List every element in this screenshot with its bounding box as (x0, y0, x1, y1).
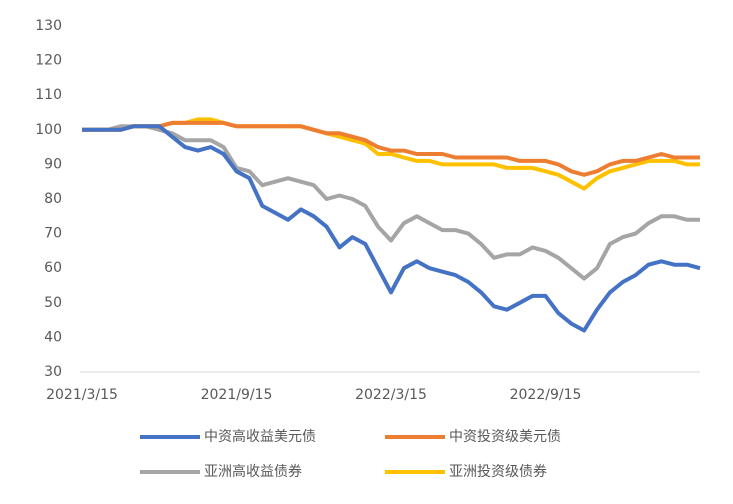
x-tick-label: 2022/3/15 (355, 387, 427, 403)
series-line (82, 117, 700, 191)
y-tick-label: 110 (35, 87, 62, 103)
x-tick-label: 2022/9/15 (510, 387, 582, 403)
legend-label: 中资高收益美元债 (204, 428, 316, 445)
y-tick-label: 30 (44, 364, 62, 380)
y-tick-label: 100 (35, 122, 62, 138)
y-tick-label: 80 (44, 191, 62, 207)
y-tick-label: 90 (44, 156, 62, 172)
y-tick-label: 60 (44, 260, 62, 276)
series-line (82, 120, 700, 177)
y-tick-label: 40 (44, 329, 62, 345)
y-tick-label: 130 (35, 18, 62, 34)
y-tick-label: 120 (35, 53, 62, 69)
y-tick-label: 70 (44, 226, 62, 242)
legend-label: 亚洲投资级债券 (449, 464, 547, 480)
x-tick-label: 2021/9/15 (201, 387, 273, 403)
series-line (82, 124, 701, 333)
y-tick-label: 50 (44, 295, 62, 311)
legend-label: 中资投资级美元债 (449, 429, 561, 445)
x-tick-label: 2021/3/15 (46, 387, 118, 403)
series-line (82, 124, 700, 281)
legend-label: 亚洲高收益债券 (204, 463, 302, 480)
